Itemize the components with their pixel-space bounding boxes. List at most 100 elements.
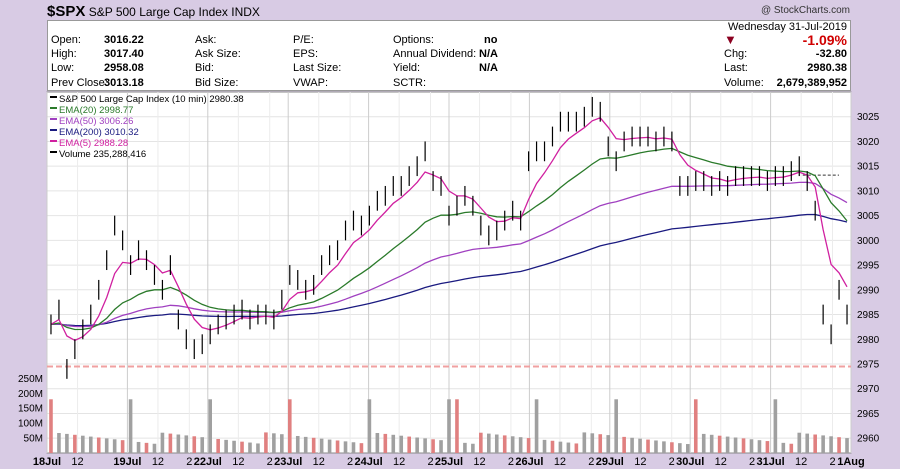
volume-bar xyxy=(494,434,499,453)
volume-bar xyxy=(471,443,475,453)
x-tick-label: 12 xyxy=(393,456,405,468)
volume-bar xyxy=(176,434,181,453)
volume-bar xyxy=(184,435,189,453)
volume-bar xyxy=(287,399,292,453)
volume-bar xyxy=(829,436,833,453)
volume-bar xyxy=(622,436,626,453)
volume-bar xyxy=(280,434,284,453)
volume-bar xyxy=(112,439,117,453)
y-tick-label: 3000 xyxy=(857,236,880,247)
volume-bar xyxy=(295,435,300,453)
volume-tick-label: 50M xyxy=(24,434,43,445)
x-tick-label: 24Jul xyxy=(355,456,383,468)
volume-bar xyxy=(343,441,348,453)
volume-bar xyxy=(542,439,547,453)
volume-bar xyxy=(582,432,587,453)
x-tick-label: 12 xyxy=(152,456,164,468)
x-tick-label: 19Jul xyxy=(113,456,141,468)
last-label: Last: xyxy=(724,62,748,74)
percent-change: -1.09% xyxy=(802,32,847,48)
x-tick-label: 12 xyxy=(634,456,646,468)
y-tick-label: 3020 xyxy=(857,137,880,148)
x-tick-label: 12 xyxy=(71,456,83,468)
legend-swatch xyxy=(50,96,57,98)
x-tick-label: 1Aug xyxy=(837,456,865,468)
volume-bar xyxy=(678,443,682,453)
volume-bar xyxy=(741,438,746,453)
volume-bar xyxy=(367,399,372,453)
volume-bar xyxy=(709,434,714,453)
volume-bar xyxy=(797,432,802,453)
volume-bar xyxy=(813,434,817,453)
volume-bar xyxy=(598,434,603,453)
high-label: High: xyxy=(51,48,77,60)
x-tick-label: 2 xyxy=(508,456,514,468)
legend-entry: Volume 235,288,416 xyxy=(59,149,146,160)
dividend-label: Annual Dividend: xyxy=(393,48,477,60)
volume-bar xyxy=(327,439,332,453)
volume-bar xyxy=(479,432,483,453)
volume-bar xyxy=(248,442,252,453)
y-tick-label: 3005 xyxy=(857,211,880,222)
volume-bar xyxy=(168,433,173,453)
y-tick-label: 2995 xyxy=(857,261,880,272)
yield-value: N/A xyxy=(479,62,498,74)
x-tick-label: 12 xyxy=(715,456,727,468)
last-size-label: Last Size: xyxy=(293,62,342,74)
volume-bar xyxy=(590,433,595,453)
x-tick-label: 29Jul xyxy=(596,456,624,468)
y-tick-label: 2975 xyxy=(857,359,880,370)
volume-bar xyxy=(717,435,722,453)
volume-bar xyxy=(518,437,523,453)
last-value: 2980.38 xyxy=(807,62,847,74)
legend-swatch xyxy=(50,129,57,131)
volume-bar xyxy=(359,443,364,453)
volume-bar xyxy=(311,437,316,453)
volume-bar xyxy=(821,435,825,453)
legend-entry: S&P 500 Large Cap Index (10 min) 2980.38 xyxy=(59,94,244,105)
x-tick-label: 26Jul xyxy=(515,456,543,468)
y-tick-label: 2980 xyxy=(857,335,880,346)
legend-swatch xyxy=(50,118,57,120)
volume-bar xyxy=(303,436,308,453)
volume-bar xyxy=(558,441,563,453)
x-tick-label: 30Jul xyxy=(676,456,704,468)
volume-bar xyxy=(765,441,770,453)
volume-bar xyxy=(701,433,706,453)
volume-bar xyxy=(773,399,778,453)
volume-bar xyxy=(757,440,762,453)
x-tick-label: 18Jul xyxy=(33,456,61,468)
volume-bar xyxy=(200,437,205,453)
eps-label: EPS: xyxy=(293,48,319,60)
volume-bar xyxy=(208,399,212,453)
volume-bar xyxy=(693,399,698,453)
volume-bar xyxy=(415,437,419,453)
volume-bar xyxy=(566,442,571,453)
chart-title: $SPX S&P 500 Large Cap Index INDX xyxy=(47,3,260,20)
volume-bar xyxy=(463,442,467,453)
legend-swatch xyxy=(50,107,57,109)
ema5-line xyxy=(50,117,848,342)
volume-bar xyxy=(57,433,61,453)
volume-bar xyxy=(88,436,93,453)
y-tick-label: 2965 xyxy=(857,409,880,420)
x-tick-label: 2 xyxy=(829,456,835,468)
volume-bar xyxy=(654,440,658,453)
volume-bar xyxy=(391,434,396,453)
volume-bar xyxy=(81,435,85,453)
volume-bar xyxy=(805,433,810,453)
price-bars xyxy=(50,96,848,379)
chg-value: -32.80 xyxy=(815,48,847,60)
volume-bar xyxy=(120,440,125,453)
symbol: $SPX xyxy=(47,3,86,20)
volume-bar xyxy=(216,438,220,453)
yield-label: Yield: xyxy=(393,62,421,74)
volume-bar xyxy=(638,438,642,453)
x-tick-label: 12 xyxy=(313,456,325,468)
volume-value: 2,679,389,952 xyxy=(776,77,847,89)
prev-close-label: Prev Close: xyxy=(51,77,108,89)
volume-bar xyxy=(104,438,109,453)
volume-bar xyxy=(351,442,356,453)
